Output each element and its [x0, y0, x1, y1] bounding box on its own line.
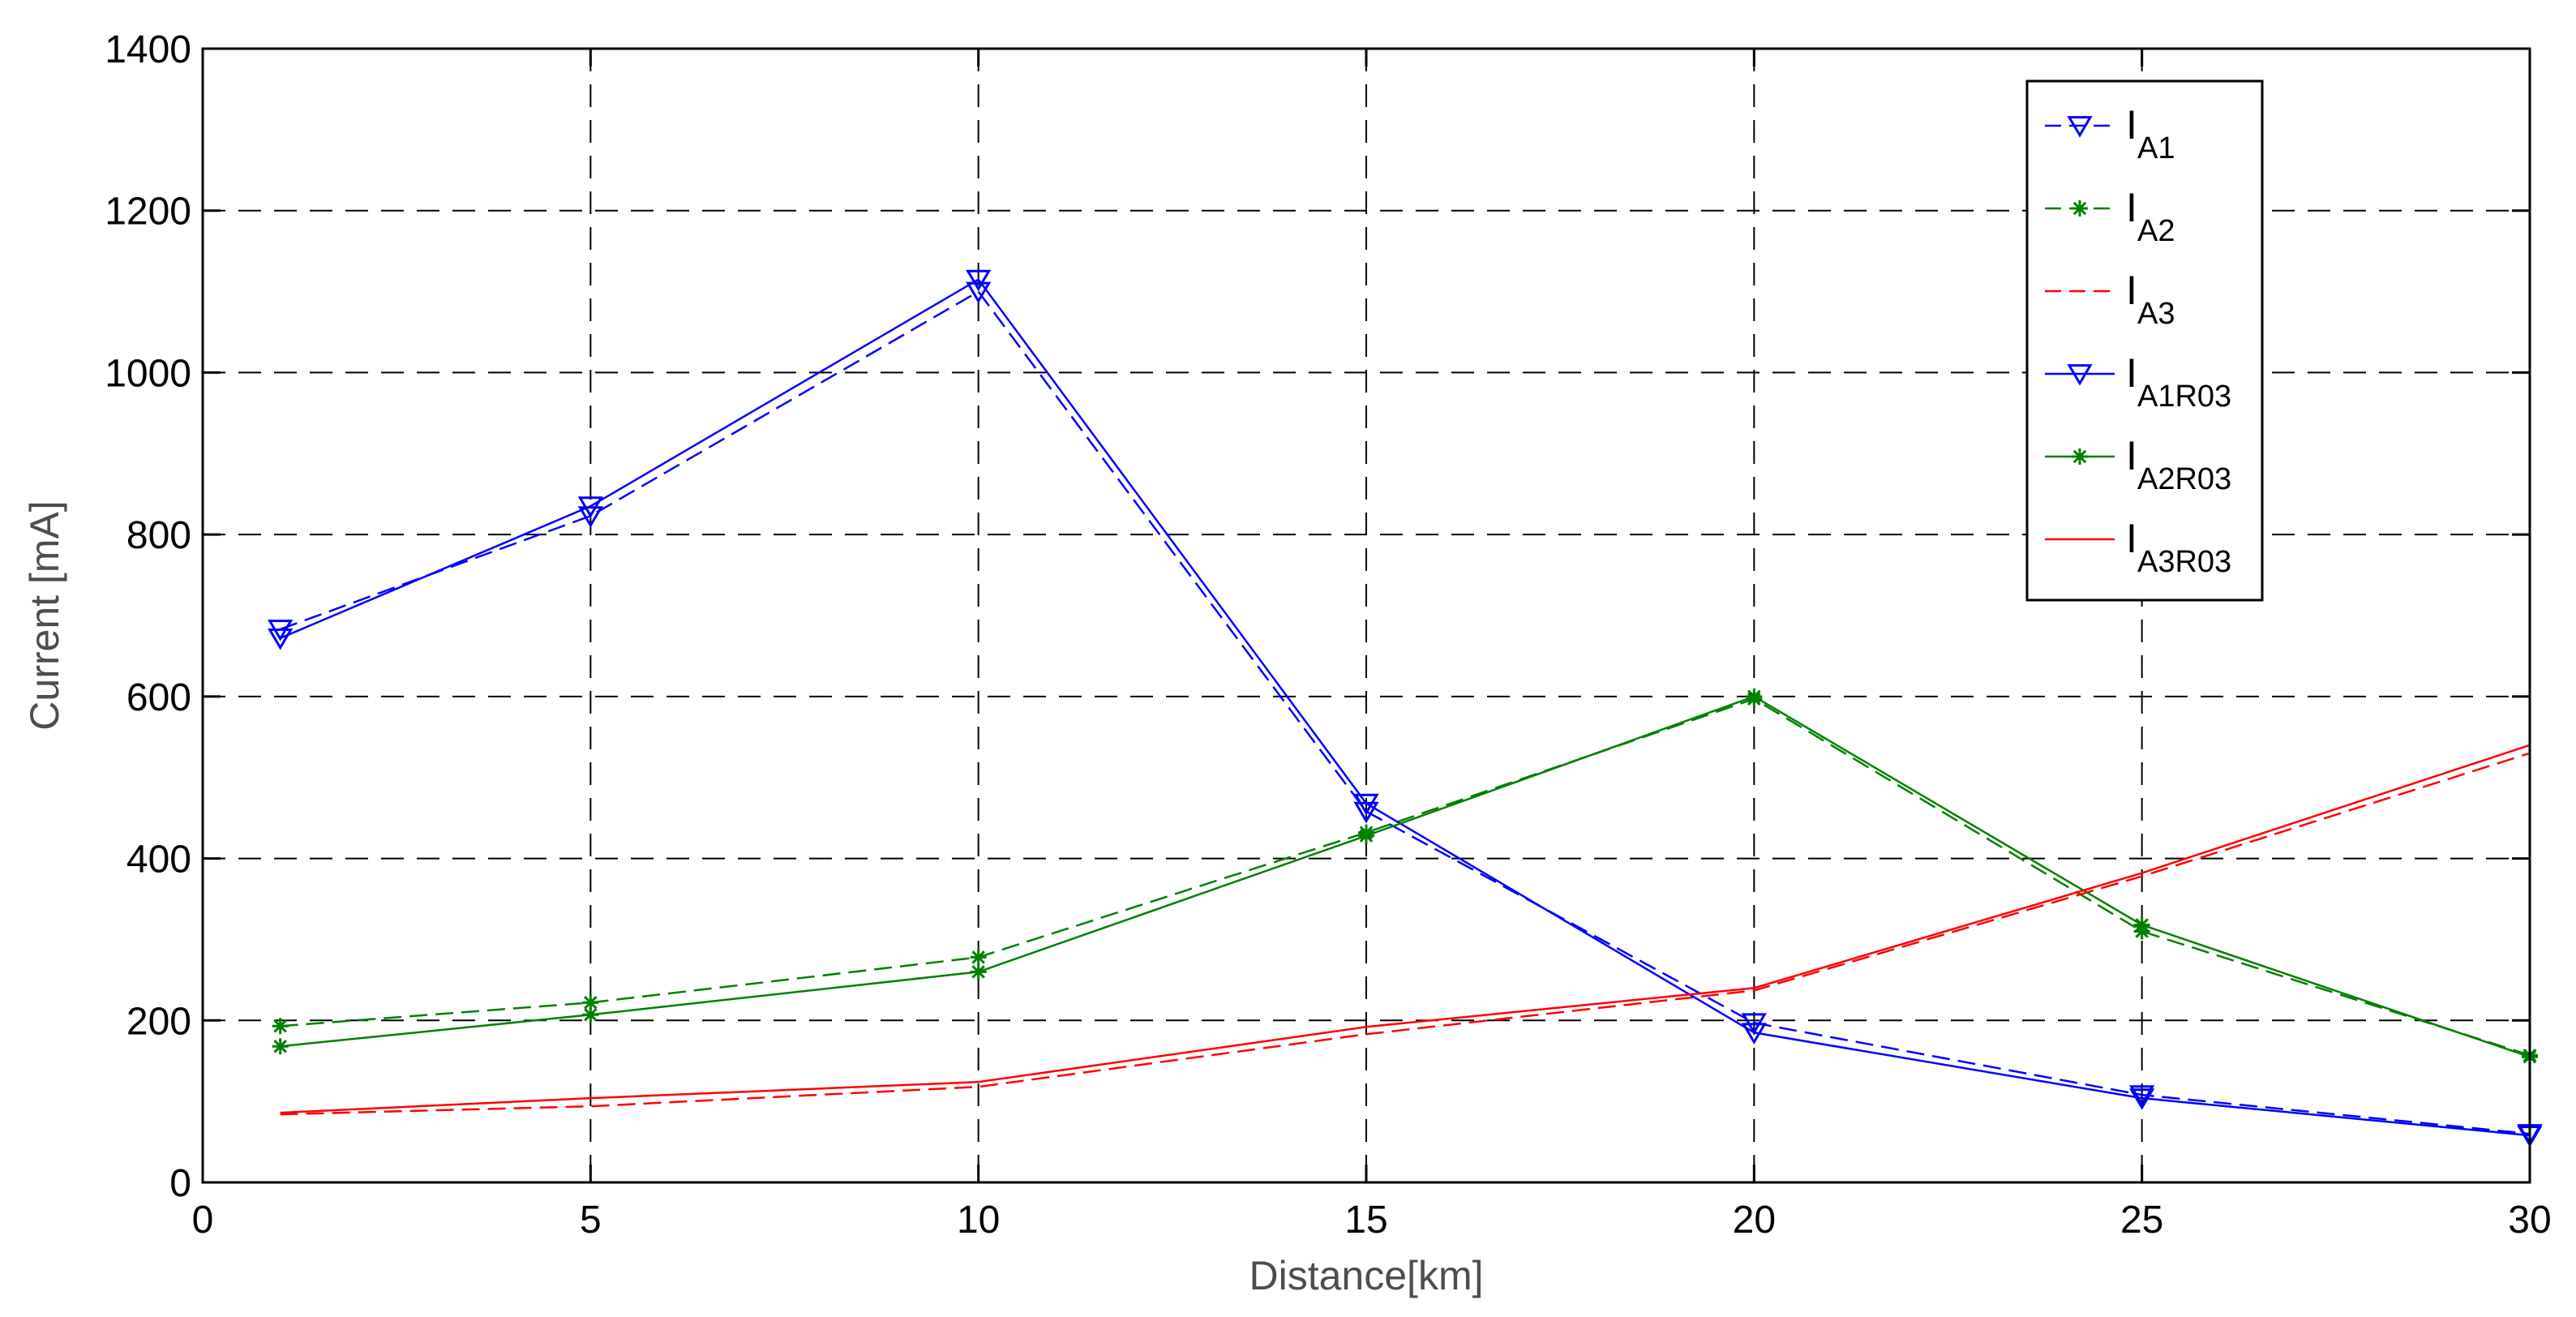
- y-axis-title: Current [mA]: [22, 500, 67, 730]
- series-line-a3r03: [280, 744, 2531, 1114]
- legend-label: I: [2126, 516, 2137, 561]
- legend-label: I: [2126, 350, 2137, 396]
- data-point-a2r03: [970, 963, 987, 980]
- y-tick-label: 800: [126, 514, 191, 557]
- series-line-a1: [280, 290, 2531, 1135]
- legend-label-subscript: A2: [2137, 214, 2175, 248]
- y-tick-label: 0: [169, 1162, 191, 1205]
- data-series: [268, 269, 2543, 1148]
- x-tick-label: 5: [580, 1199, 602, 1242]
- data-point-a2r03: [2133, 916, 2150, 933]
- legend-box: [2025, 79, 2264, 602]
- data-point-a1r03: [1741, 1023, 1767, 1045]
- x-tick-label: 25: [2120, 1199, 2163, 1242]
- y-tick-label: 400: [126, 839, 191, 882]
- legend-label: I: [2126, 185, 2137, 230]
- series-line-a1r03: [280, 277, 2531, 1137]
- data-point-a2r03: [1746, 688, 1763, 705]
- x-tick-label: 10: [957, 1199, 1000, 1242]
- legend-label: I: [2126, 433, 2137, 478]
- y-tick-label: 1200: [105, 191, 191, 234]
- legend-label-subscript: A2R03: [2137, 462, 2231, 496]
- y-tick-label: 1000: [105, 352, 191, 395]
- series-a3: [280, 752, 2531, 1116]
- legend-marker: [2072, 448, 2088, 465]
- data-point-a1r03: [1353, 793, 1379, 816]
- legend-label: I: [2126, 268, 2137, 313]
- legend-label-subscript: A1R03: [2137, 380, 2231, 414]
- legend-label-subscript: A1: [2137, 131, 2175, 165]
- y-tick-label: 200: [126, 1000, 191, 1043]
- data-point-a2: [970, 949, 987, 966]
- data-point-a2r03: [1358, 827, 1374, 844]
- data-point-a2: [582, 994, 599, 1011]
- data-point-a2r03: [272, 1038, 289, 1055]
- legend-marker: [2067, 364, 2093, 386]
- data-point-a2: [272, 1018, 289, 1035]
- x-tick-label: 0: [192, 1199, 214, 1242]
- legend-entry-a1: IA1: [2045, 102, 2175, 165]
- y-tick-label: 1400: [105, 28, 191, 71]
- data-point-a1: [577, 506, 603, 528]
- data-point-a1r03: [966, 269, 992, 292]
- data-point-a1r03: [2129, 1088, 2155, 1110]
- data-point-a1r03: [577, 496, 603, 518]
- legend-label-subscript: A3: [2137, 297, 2175, 331]
- series-a2r03: [272, 688, 2538, 1066]
- legend-marker: [2067, 116, 2093, 138]
- legend-label: I: [2126, 102, 2137, 148]
- legend-label-subscript: A3R03: [2137, 545, 2231, 579]
- x-axis-title: Distance[km]: [1249, 1253, 1484, 1298]
- x-tick-label: 20: [1733, 1199, 1776, 1242]
- data-point-a1r03: [268, 628, 294, 650]
- series-line-a3: [280, 752, 2531, 1116]
- data-point-a2r03: [582, 1006, 599, 1023]
- y-tick-label: 600: [126, 676, 191, 719]
- series-a3r03: [280, 744, 2531, 1114]
- x-tick-label: 30: [2508, 1199, 2551, 1242]
- data-point-a1: [2129, 1085, 2155, 1107]
- x-tick-label: 15: [1344, 1199, 1387, 1242]
- axis-ticks: 0 5 10 15 20 25 30 0 200 400 600 800 1000 1200 1400: [105, 28, 2551, 1242]
- legend-marker: [2072, 200, 2088, 217]
- legend-entry-a3: IA3: [2045, 268, 2175, 331]
- data-point-a1: [966, 281, 992, 304]
- legend-entry-a2: IA2: [2045, 185, 2175, 248]
